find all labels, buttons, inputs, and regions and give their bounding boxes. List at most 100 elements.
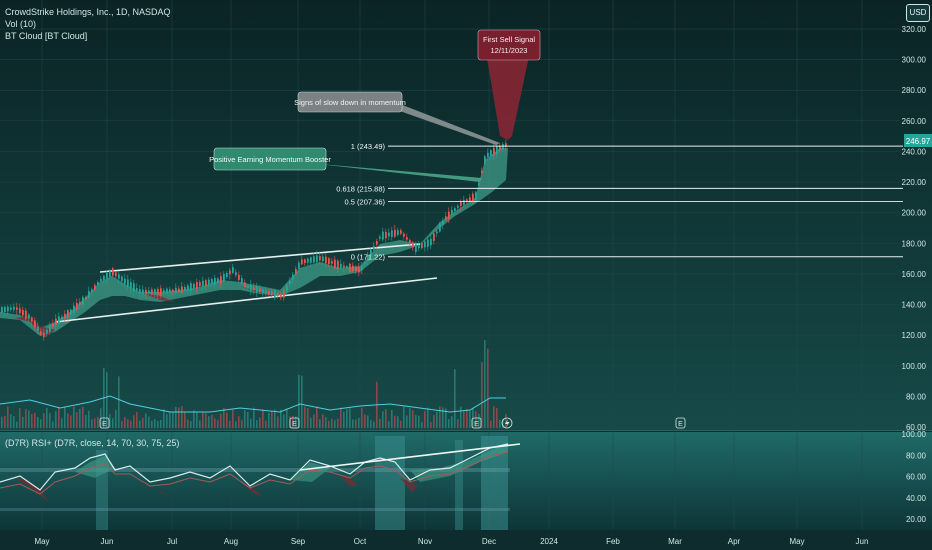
candle-body [457, 205, 459, 208]
volume-bar [193, 410, 195, 428]
candle-body [397, 230, 399, 235]
candle-body [370, 249, 372, 257]
volume-bar [244, 410, 246, 428]
rsi-trendline[interactable] [299, 443, 521, 471]
volume-bar [469, 410, 471, 428]
candle-body [433, 233, 435, 241]
candle-body [217, 278, 219, 283]
volume-bar [385, 409, 387, 428]
volume-bar [76, 411, 78, 428]
volume-bar [463, 410, 465, 428]
candle-body [487, 152, 489, 158]
rsi-overbought-band [0, 468, 510, 472]
volume-bar [250, 418, 252, 428]
price-tick-label: 80.00 [906, 392, 927, 401]
candle-body [334, 259, 336, 268]
candle-body [181, 286, 183, 293]
slow-down-callout[interactable] [297, 91, 403, 113]
volume-bar [37, 416, 39, 428]
candle-body [460, 202, 462, 206]
volume-indicator-label[interactable]: Vol (10) [5, 19, 37, 29]
volume-bar [139, 420, 141, 428]
candle-body [166, 288, 168, 295]
time-tick-label: Apr [728, 537, 741, 546]
volume-bar [505, 414, 507, 428]
volume-bar [328, 420, 330, 428]
volume-bar [211, 414, 213, 428]
channel-lower-line[interactable] [54, 277, 438, 323]
candle-body [427, 239, 429, 247]
volume-bar [379, 418, 381, 428]
time-tick-label: Jul [167, 537, 177, 546]
price-tick-label: 140.00 [902, 301, 927, 310]
volume-bar [127, 419, 129, 428]
candle-body [451, 209, 453, 216]
time-tick-label: Feb [606, 537, 620, 546]
candle-body [316, 255, 318, 263]
price-axis[interactable]: 320.00 300.00 280.00 260.00 240.00 220.00 200.… [902, 25, 927, 432]
candle-body [271, 291, 273, 296]
candle-body [253, 287, 255, 290]
rsi-indicator-label[interactable]: (D7R) RSI+ (D7R, close, 14, 70, 30, 75, … [5, 438, 180, 448]
volume-bar [442, 407, 444, 428]
earnings-marker[interactable]: E [471, 417, 482, 429]
first-sell-callout[interactable] [477, 29, 541, 61]
rsi-axis[interactable]: 100.00 80.00 60.00 40.00 20.00 [902, 430, 927, 524]
candle-body [256, 286, 258, 293]
volume-bar [358, 417, 360, 428]
channel-upper-line[interactable] [99, 243, 421, 273]
positive-momentum-callout[interactable] [213, 147, 327, 171]
currency-button[interactable]: USD [906, 4, 930, 22]
candle-body [85, 296, 87, 300]
volume-bar [223, 407, 225, 428]
candle-body [226, 272, 228, 278]
volume-bar [346, 408, 348, 428]
candle-body [136, 288, 138, 291]
earnings-marker[interactable]: E [675, 417, 686, 429]
time-tick-label: Oct [354, 537, 367, 546]
time-axis[interactable]: May Jun Jul Aug Sep Oct Nov Dec 2024 Feb Mar Apr May… [34, 537, 868, 546]
candle-body [49, 324, 51, 332]
candle-body [346, 266, 348, 269]
earnings-markers[interactable]: E E E E [99, 417, 686, 429]
fibonacci-levels[interactable]: 1 (243.49) 0.618 (215.88) 0.5 (207.36) 0 (1… [336, 142, 903, 262]
candle-body [4, 306, 6, 312]
volume-bar [412, 410, 414, 428]
volume-bar [10, 414, 12, 428]
trend-channel[interactable] [54, 243, 438, 323]
candle-body [493, 147, 495, 156]
candle-body [43, 332, 45, 338]
volume-bar [208, 416, 210, 428]
candle-body [505, 143, 507, 148]
volume-bar [313, 414, 315, 428]
candle-body [235, 272, 237, 276]
positive-momentum-text: Positive Earning Momentum Booster [209, 155, 331, 164]
rsi-tick-label: 40.00 [906, 494, 927, 503]
cloud-indicator-label[interactable]: BT Cloud [BT Cloud] [5, 31, 88, 41]
earnings-marker[interactable]: E [99, 417, 110, 429]
candle-body [196, 282, 198, 289]
candle-body [19, 308, 21, 313]
annotation-positive-momentum[interactable]: Positive Earning Momentum Booster [209, 147, 482, 182]
volume-bar [217, 420, 219, 428]
symbol-title[interactable]: CrowdStrike Holdings, Inc., 1D, NASDAQ [5, 7, 171, 17]
rsi-zone [455, 440, 463, 530]
earnings-marker[interactable]: E [289, 417, 300, 429]
candle-body [481, 170, 483, 174]
candle-body [151, 289, 153, 295]
annotation-first-sell[interactable]: First Sell Signal 12/11/2023 [477, 29, 541, 140]
volume-bar [136, 412, 138, 428]
annotation-slow-down[interactable]: Signs of slow down in momentum [294, 91, 500, 145]
candle-body [229, 270, 231, 275]
candle-body [247, 285, 249, 288]
rsi-pane [0, 432, 932, 532]
candle-body [385, 231, 387, 239]
candle-body [13, 306, 15, 310]
volume-bar [46, 407, 48, 428]
volume-bar [415, 414, 417, 428]
candle-body [340, 263, 342, 269]
dividend-lightning-icon[interactable] [501, 417, 513, 429]
volume-bar [175, 406, 177, 428]
volume-bar [31, 413, 33, 428]
